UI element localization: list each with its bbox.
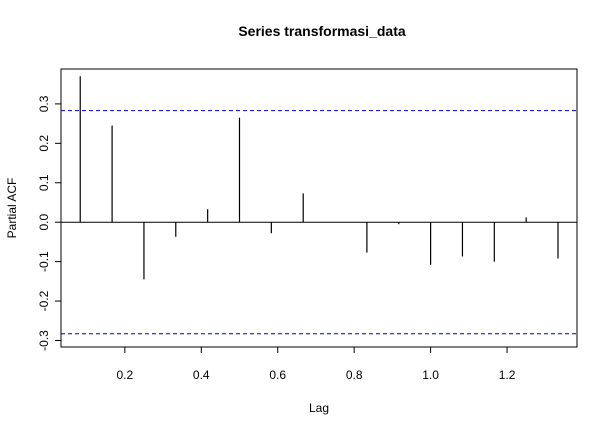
y-tick-label: 0.1: [37, 174, 51, 191]
x-axis-label: Lag: [309, 401, 329, 415]
y-tick-label: -0.2: [37, 290, 51, 311]
x-tick-label: 0.8: [346, 368, 363, 382]
pacf-marks: [61, 76, 577, 280]
chart-title: Series transformasi_data: [238, 23, 406, 39]
x-tick-label: 0.4: [193, 368, 210, 382]
y-tick-label: -0.1: [37, 251, 51, 272]
confidence-bounds: [61, 110, 577, 335]
y-tick-label: 0.0: [37, 214, 51, 231]
y-tick-label: 0.2: [37, 135, 51, 152]
y-tick-label: -0.3: [37, 330, 51, 351]
x-tick-label: 1.0: [422, 368, 439, 382]
y-axis: -0.3 -0.2 -0.1 0.0 0.1 0.2 0.3: [37, 95, 62, 351]
x-axis: 0.2 0.4 0.6 0.8 1.0 1.2: [116, 346, 516, 382]
y-axis-label: Partial ACF: [5, 178, 19, 239]
x-tick-label: 0.2: [116, 368, 133, 382]
x-tick-label: 0.6: [269, 368, 286, 382]
x-tick-label: 1.2: [499, 368, 516, 382]
y-tick-label: 0.3: [37, 95, 51, 112]
